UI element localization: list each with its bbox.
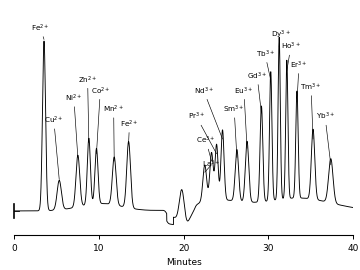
Text: Mn$^{2+}$: Mn$^{2+}$: [103, 104, 124, 161]
Text: Tm$^{3+}$: Tm$^{3+}$: [300, 82, 322, 139]
Text: Ni$^{2+}$: Ni$^{2+}$: [65, 93, 82, 157]
X-axis label: Minutes: Minutes: [166, 258, 202, 268]
Text: Sm$^{3+}$: Sm$^{3+}$: [223, 104, 245, 157]
Text: Ho$^{3+}$: Ho$^{3+}$: [281, 41, 301, 71]
Text: Dy$^{3+}$: Dy$^{3+}$: [271, 29, 291, 47]
Text: Fe$^{2+}$: Fe$^{2+}$: [120, 119, 139, 143]
Text: Fe$^{2+}$: Fe$^{2+}$: [31, 23, 50, 39]
Text: Zn$^{2+}$: Zn$^{2+}$: [78, 74, 98, 143]
Text: Yb$^{3+}$: Yb$^{3+}$: [316, 111, 334, 165]
Text: Eu$^{3+}$: Eu$^{3+}$: [234, 85, 253, 148]
Text: Ce$^{3+}$: Ce$^{3+}$: [196, 135, 216, 161]
Text: Er$^{3+}$: Er$^{3+}$: [290, 59, 308, 102]
Text: Nd$^{3+}$: Nd$^{3+}$: [194, 85, 222, 139]
Text: Tb$^{3+}$: Tb$^{3+}$: [256, 48, 275, 80]
Text: Cu$^{2+}$: Cu$^{2+}$: [44, 115, 64, 180]
Text: Pr$^{3+}$: Pr$^{3+}$: [188, 111, 217, 154]
Text: La$^{3+}$: La$^{3+}$: [202, 159, 221, 172]
Text: Gd$^{3+}$: Gd$^{3+}$: [247, 70, 267, 113]
Text: Co$^{2+}$: Co$^{2+}$: [91, 85, 110, 154]
